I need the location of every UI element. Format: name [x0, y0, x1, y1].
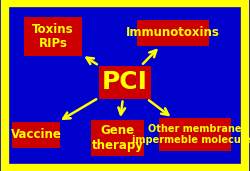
Text: Immunotoxins: Immunotoxins: [126, 27, 220, 40]
FancyArrowPatch shape: [143, 50, 156, 64]
Text: Vaccine: Vaccine: [11, 128, 62, 141]
Text: Toxins
RIPs: Toxins RIPs: [32, 23, 74, 50]
Bar: [137, 20, 209, 46]
Text: Other membrane
impermeble molecules: Other membrane impermeble molecules: [132, 124, 250, 145]
Text: PCI: PCI: [102, 70, 148, 94]
FancyArrowPatch shape: [86, 58, 97, 64]
Text: Gene
therapy: Gene therapy: [92, 124, 144, 152]
FancyArrowPatch shape: [63, 99, 96, 119]
FancyArrowPatch shape: [118, 101, 125, 114]
Bar: [24, 17, 82, 56]
Bar: [158, 118, 230, 151]
FancyArrowPatch shape: [149, 100, 169, 115]
Bar: [12, 122, 60, 148]
Bar: [92, 120, 144, 156]
Bar: [98, 66, 152, 99]
